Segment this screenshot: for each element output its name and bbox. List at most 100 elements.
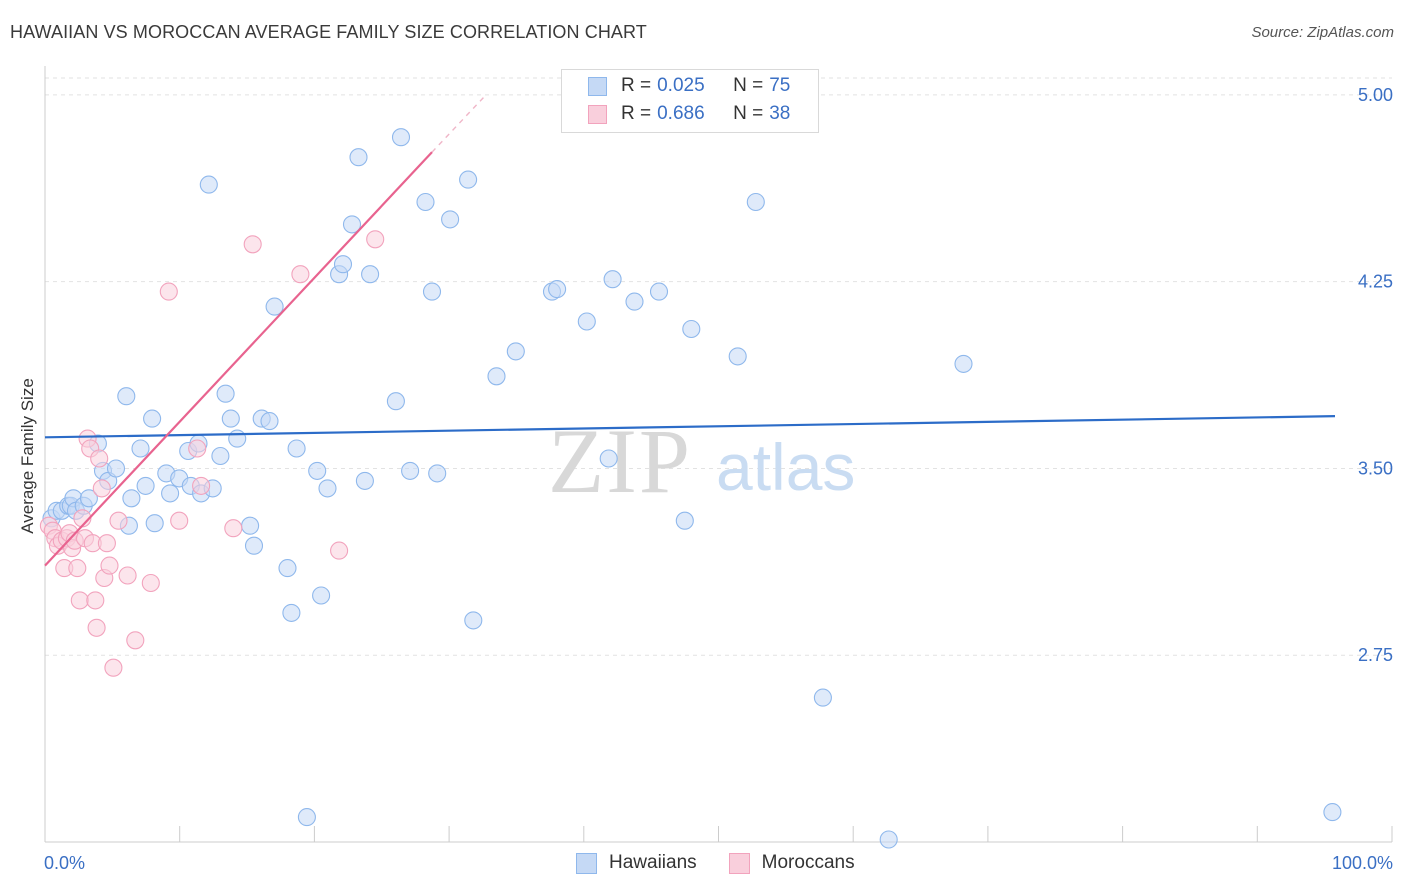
series-moroccans [39, 230, 385, 677]
hawaiians-point-19[interactable] [145, 514, 164, 533]
grid-lines [45, 77, 1392, 656]
moroccans-point-24[interactable] [104, 658, 123, 677]
hawaiians-point-44[interactable] [318, 479, 337, 498]
hawaiians-point-34[interactable] [244, 536, 264, 555]
hawaiians-point-32[interactable] [228, 429, 247, 448]
hawaiians-point-39[interactable] [282, 603, 301, 622]
chart-title: HAWAIIAN VS MOROCCAN AVERAGE FAMILY SIZE… [10, 22, 647, 42]
hawaiians-point-38[interactable] [278, 559, 297, 578]
hawaiians-point-58[interactable] [459, 170, 478, 189]
moroccans-point-20[interactable] [92, 479, 111, 498]
hawaiians-point-52[interactable] [391, 128, 411, 147]
moroccans-point-18[interactable] [87, 618, 106, 637]
hawaiians-point-75[interactable] [954, 354, 973, 373]
hawaiians-point-8[interactable] [79, 489, 98, 508]
hawaiians-point-68[interactable] [649, 282, 669, 301]
hawaiians-point-74[interactable] [879, 830, 898, 849]
moroccans-point-11[interactable] [70, 591, 89, 610]
moroccans-point-26[interactable] [118, 566, 137, 585]
hawaiians-point-42[interactable] [308, 461, 327, 480]
moroccans-point-37[interactable] [366, 230, 385, 249]
hawaiians-point-16[interactable] [131, 439, 150, 458]
moroccans-point-10[interactable] [68, 559, 87, 578]
hawaiians-point-36[interactable] [260, 412, 279, 431]
hawaiians-point-27[interactable] [199, 175, 218, 194]
hawaiians-point-56[interactable] [428, 464, 447, 483]
hawaiians-point-63[interactable] [548, 280, 567, 299]
hawaiians-point-67[interactable] [625, 292, 644, 311]
source-label: Source: ZipAtlas.com [1251, 24, 1394, 41]
hawaiians-point-72[interactable] [746, 192, 765, 212]
hawaiians-point-71[interactable] [728, 347, 747, 366]
moroccans-point-22[interactable] [97, 534, 116, 553]
hawaiians-point-61[interactable] [506, 342, 525, 361]
legend-item-hawaiians[interactable]: Hawaiians [576, 852, 697, 874]
hawaiians-point-21[interactable] [161, 484, 180, 503]
legend-swatch-hawaiians [576, 852, 597, 874]
y-axis-label: Average Family Size [18, 378, 37, 534]
legend-label-hawaiians: Hawaiians [609, 852, 697, 873]
moroccans-point-35[interactable] [291, 265, 310, 284]
hawaiians-point-43[interactable] [312, 586, 331, 605]
legend-item-moroccans[interactable]: Moroccans [728, 852, 855, 874]
moroccans-point-19[interactable] [90, 449, 109, 468]
hawaiians-point-15[interactable] [122, 489, 141, 508]
moroccans-point-17[interactable] [86, 591, 105, 610]
moroccans-point-32[interactable] [192, 476, 211, 495]
moroccans-trend-extension [431, 96, 485, 153]
hawaiians-point-59[interactable] [464, 611, 483, 630]
hawaiians-point-69[interactable] [675, 511, 694, 530]
trend-lines [44, 96, 1336, 567]
hawaiians-point-50[interactable] [361, 265, 380, 284]
x-tick-label-1: 100.0% [1332, 853, 1393, 873]
hawaiians-point-17[interactable] [136, 476, 155, 495]
hawaiians-point-49[interactable] [355, 471, 374, 490]
hawaiians-point-40[interactable] [287, 439, 306, 458]
hawaiians-point-48[interactable] [349, 148, 368, 167]
stats-legend: R = 0.025 N = 75 R = 0.686 N = 38 [561, 69, 819, 133]
hawaiians-point-65[interactable] [599, 449, 618, 468]
hawaiians-point-57[interactable] [441, 210, 460, 229]
moroccans-point-33[interactable] [224, 519, 243, 538]
moroccans-point-30[interactable] [170, 511, 189, 530]
hawaiians-point-33[interactable] [241, 516, 260, 535]
moroccans-point-29[interactable] [159, 282, 178, 301]
hawaiians-point-47[interactable] [342, 215, 362, 234]
hawaiians-point-54[interactable] [416, 192, 435, 212]
hawaiians-point-31[interactable] [221, 409, 240, 428]
moroccans-point-23[interactable] [100, 556, 119, 575]
hawaiians-point-29[interactable] [211, 446, 230, 466]
hawaiians-point-55[interactable] [422, 282, 442, 301]
series-legend: Hawaiians Moroccans [576, 852, 887, 874]
hawaiians-point-13[interactable] [117, 387, 136, 406]
hawaiians-point-18[interactable] [143, 409, 162, 428]
moroccans-point-27[interactable] [126, 631, 145, 650]
moroccans-point-28[interactable] [141, 573, 160, 593]
moroccans-point-36[interactable] [330, 541, 349, 560]
hawaiians-point-66[interactable] [603, 270, 622, 289]
hawaiians-point-30[interactable] [216, 384, 235, 403]
hawaiians-point-60[interactable] [487, 367, 506, 386]
hawaiians-point-12[interactable] [106, 459, 126, 478]
hawaiians-point-70[interactable] [682, 319, 701, 339]
moroccans-point-34[interactable] [243, 235, 262, 254]
axes [44, 66, 1393, 843]
legend-swatch-moroccans [728, 852, 750, 874]
hawaiians-point-46[interactable] [333, 255, 353, 274]
hawaiians-point-76[interactable] [1323, 803, 1342, 822]
hawaiians-point-51[interactable] [386, 392, 405, 411]
hawaiians-point-73[interactable] [813, 688, 832, 707]
legend-label-moroccans: Moroccans [761, 852, 855, 873]
moroccans-point-31[interactable] [188, 439, 207, 458]
hawaiians-point-64[interactable] [577, 312, 596, 331]
tick-labels: 2.75 3.50 4.25 5.00 0.0% 100.0% [44, 85, 1393, 873]
hawaiians-point-41[interactable] [297, 808, 316, 827]
watermark-atlas: atlas [716, 430, 855, 504]
moroccans-point-25[interactable] [109, 511, 128, 530]
hawaiians-point-37[interactable] [265, 297, 284, 316]
moroccans-trend-line [44, 151, 433, 567]
y-tick-label-3: 5.00 [1358, 85, 1393, 105]
x-tick-label-0: 0.0% [44, 853, 85, 873]
hawaiians-point-53[interactable] [401, 461, 420, 480]
